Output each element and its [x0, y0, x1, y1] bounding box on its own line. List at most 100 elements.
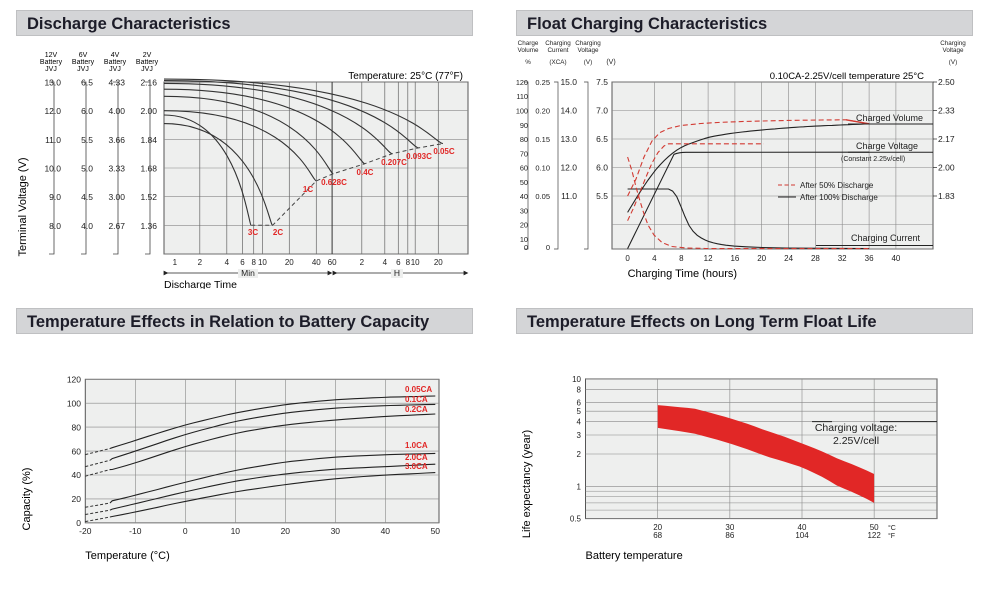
- svg-text:32: 32: [838, 254, 847, 263]
- svg-text:8: 8: [251, 258, 256, 267]
- svg-text:86: 86: [725, 531, 734, 540]
- svg-text:2.25V/cell: 2.25V/cell: [833, 435, 879, 447]
- svg-text:2.33: 2.33: [938, 106, 955, 116]
- svg-text:3.33: 3.33: [108, 164, 125, 174]
- svg-text:0: 0: [625, 254, 630, 263]
- svg-text:Battery: Battery: [72, 59, 95, 66]
- svg-text:Capacity (%): Capacity (%): [21, 468, 33, 531]
- svg-text:0.10: 0.10: [535, 164, 550, 173]
- svg-text:JVJ: JVJ: [77, 66, 89, 73]
- svg-text:1: 1: [173, 258, 178, 267]
- svg-text:20: 20: [281, 526, 291, 536]
- svg-text:16: 16: [730, 254, 739, 263]
- svg-text:40: 40: [72, 470, 82, 480]
- svg-text:10: 10: [411, 258, 420, 267]
- svg-text:Battery: Battery: [136, 59, 159, 66]
- svg-text:%: %: [525, 59, 531, 66]
- svg-text:20: 20: [285, 258, 294, 267]
- svg-text:0.628C: 0.628C: [321, 178, 347, 187]
- svg-text:6V: 6V: [79, 52, 88, 59]
- svg-text:0: 0: [524, 243, 528, 252]
- svg-text:0.2CA: 0.2CA: [405, 405, 428, 414]
- svg-text:40: 40: [381, 526, 391, 536]
- svg-text:12.0: 12.0: [560, 163, 577, 173]
- svg-text:Volume: Volume: [517, 47, 539, 54]
- svg-text:110: 110: [516, 92, 528, 101]
- svg-text:JVJ: JVJ: [141, 66, 153, 73]
- svg-text:0.25: 0.25: [535, 78, 550, 87]
- svg-text:Battery temperature: Battery temperature: [586, 550, 683, 562]
- svg-text:122: 122: [867, 531, 881, 540]
- svg-text:Charging: Charging: [940, 40, 966, 47]
- svg-text:Charged Volume: Charged Volume: [856, 113, 923, 123]
- svg-text:4: 4: [652, 254, 657, 263]
- svg-text:Charging: Charging: [575, 40, 601, 47]
- svg-text:Discharge Time: Discharge Time: [164, 279, 237, 289]
- svg-text:90: 90: [520, 121, 528, 130]
- svg-text:Life expectancy (year): Life expectancy (year): [521, 430, 533, 538]
- svg-text:2.00: 2.00: [140, 106, 157, 116]
- svg-text:8: 8: [679, 254, 684, 263]
- svg-text:11.0: 11.0: [561, 191, 577, 201]
- svg-text:100: 100: [67, 398, 81, 408]
- svg-text:1C: 1C: [303, 185, 313, 194]
- svg-text:0.10CA-2.25V/cell temperature: 0.10CA-2.25V/cell temperature 25°C: [770, 71, 924, 82]
- svg-text:12.0: 12.0: [44, 106, 61, 116]
- svg-text:JVJ: JVJ: [109, 66, 121, 73]
- svg-text:(XCA): (XCA): [549, 59, 566, 66]
- svg-text:40: 40: [891, 254, 900, 263]
- svg-text:(Constant 2.25v/cell): (Constant 2.25v/cell): [841, 156, 905, 163]
- svg-text:28: 28: [811, 254, 820, 263]
- svg-text:0.207C: 0.207C: [381, 158, 407, 167]
- svg-text:5: 5: [577, 407, 582, 416]
- svg-text:40: 40: [312, 258, 321, 267]
- svg-text:Charging: Charging: [545, 40, 571, 47]
- svg-text:Charging Time (hours): Charging Time (hours): [628, 268, 737, 280]
- svg-text:4.0: 4.0: [81, 221, 93, 231]
- svg-text:6: 6: [396, 258, 401, 267]
- svg-text:2.67: 2.67: [108, 221, 125, 231]
- svg-text:30: 30: [331, 526, 341, 536]
- svg-text:20: 20: [434, 258, 443, 267]
- svg-text:2.17: 2.17: [938, 134, 955, 144]
- svg-text:10.0: 10.0: [44, 164, 61, 174]
- svg-text:4: 4: [225, 258, 230, 267]
- svg-text:6.5: 6.5: [81, 78, 93, 88]
- svg-text:12: 12: [704, 254, 713, 263]
- svg-text:104: 104: [795, 531, 809, 540]
- svg-text:Battery: Battery: [104, 59, 127, 66]
- svg-text:Voltage: Voltage: [942, 47, 964, 54]
- svg-text:1.36: 1.36: [140, 221, 157, 231]
- svg-text:4: 4: [577, 418, 582, 427]
- svg-text:0: 0: [546, 243, 550, 252]
- svg-text:4.33: 4.33: [108, 78, 125, 88]
- svg-text:°F: °F: [888, 532, 895, 540]
- svg-text:20: 20: [757, 254, 766, 263]
- svg-text:3.66: 3.66: [108, 135, 125, 145]
- svg-text:6.0: 6.0: [596, 163, 608, 173]
- svg-text:0.1CA: 0.1CA: [405, 395, 428, 404]
- svg-text:2V: 2V: [143, 52, 152, 59]
- svg-text:3C: 3C: [248, 228, 258, 237]
- svg-text:6.5: 6.5: [596, 134, 608, 144]
- svg-text:5.5: 5.5: [81, 135, 93, 145]
- svg-text:80: 80: [520, 135, 528, 144]
- svg-text:Battery: Battery: [40, 59, 63, 66]
- svg-text:-10: -10: [129, 526, 142, 536]
- svg-text:4.00: 4.00: [108, 106, 125, 116]
- svg-text:3.00: 3.00: [108, 192, 125, 202]
- svg-text:4V: 4V: [111, 52, 120, 59]
- svg-text:Voltage: Voltage: [577, 47, 599, 54]
- svg-text:11.0: 11.0: [45, 135, 61, 145]
- svg-text:H: H: [394, 268, 400, 278]
- svg-text:70: 70: [520, 150, 528, 159]
- svg-text:1: 1: [577, 482, 582, 491]
- svg-text:-20: -20: [79, 526, 92, 536]
- svg-text:0.05: 0.05: [535, 192, 550, 201]
- svg-text:40: 40: [520, 192, 528, 201]
- svg-text:7.5: 7.5: [596, 77, 608, 87]
- svg-text:10: 10: [572, 375, 581, 384]
- svg-text:2.0CA: 2.0CA: [405, 453, 428, 462]
- svg-text:0.05CA: 0.05CA: [405, 385, 432, 394]
- svg-text:Terminal Voltage (V): Terminal Voltage (V): [17, 157, 29, 256]
